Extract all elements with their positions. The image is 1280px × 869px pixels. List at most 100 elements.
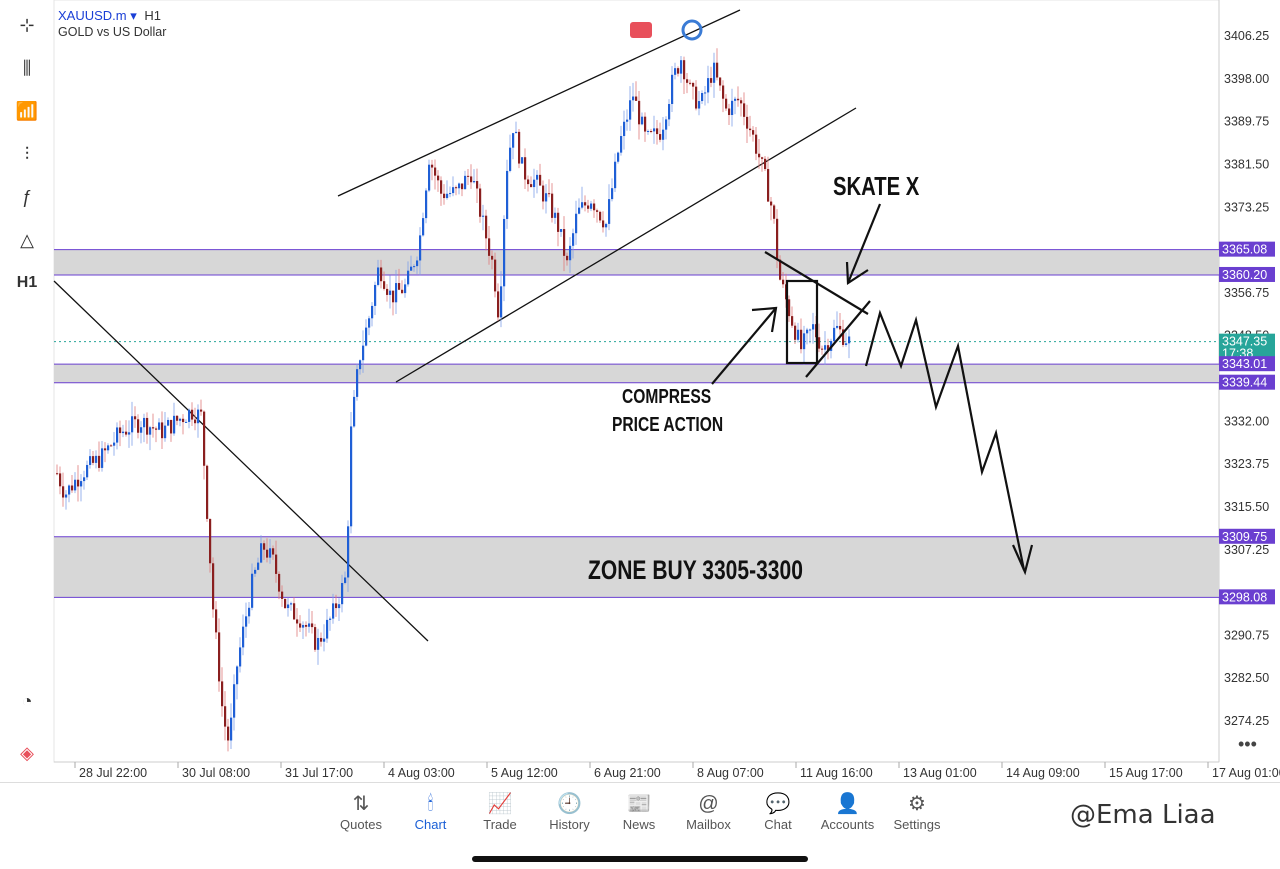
timeframe-label[interactable]: H1 <box>144 8 162 23</box>
candle-body <box>377 267 380 285</box>
indicators-icon[interactable]: 📶 <box>15 100 39 121</box>
candle-body <box>323 638 326 642</box>
symbol-header[interactable]: XAUUSD.m ▾ H1 <box>58 8 161 24</box>
candle-body <box>614 161 617 189</box>
candle-body <box>692 82 695 87</box>
candle-body <box>317 637 320 650</box>
sliders-icon[interactable]: ⫶ <box>24 143 30 164</box>
candle-body <box>524 157 527 180</box>
tab-chat[interactable]: 💬 Chat <box>743 791 813 832</box>
candle-body <box>578 207 581 214</box>
candle-body <box>584 202 587 206</box>
candle-body <box>146 417 149 435</box>
candle-body <box>638 100 641 125</box>
candle-body <box>104 448 107 451</box>
annotation-skate-x: SKATE X <box>833 172 920 201</box>
app-logo-icon[interactable]: ◈ <box>20 742 34 763</box>
tab-trade[interactable]: 📈 Trade <box>465 791 535 832</box>
candle-body <box>473 181 476 183</box>
candle-body <box>215 609 218 633</box>
candle-body <box>716 62 719 78</box>
candle-body <box>506 170 509 219</box>
function-icon[interactable]: ƒ <box>21 186 32 207</box>
signal-icon[interactable]: ◔ <box>21 690 33 711</box>
candle-body <box>191 409 194 420</box>
objects-icon[interactable]: △ <box>20 229 34 250</box>
y-tick-label: 3290.75 <box>1224 628 1269 642</box>
candle-body <box>440 180 443 194</box>
candle-body <box>443 193 446 199</box>
y-tick-label: 3274.25 <box>1224 714 1269 728</box>
candle-body <box>617 152 620 162</box>
x-tick-label: 13 Aug 01:00 <box>903 766 977 780</box>
crosshair-icon[interactable]: ⊹ <box>19 14 35 35</box>
candle-body <box>74 479 77 491</box>
candle-body <box>218 632 221 682</box>
symbol-name[interactable]: XAUUSD.m <box>58 8 127 23</box>
timeframe-label[interactable]: H1 <box>16 274 38 291</box>
candle-body <box>527 179 530 185</box>
candle-body <box>302 624 305 628</box>
candle-body <box>221 681 224 707</box>
candle-body <box>269 548 272 558</box>
tab-label: Settings <box>893 817 941 832</box>
tab-settings[interactable]: ⚙ Settings <box>882 791 952 832</box>
candle-body <box>395 283 398 303</box>
tab-accounts[interactable]: 👤 Accounts <box>813 791 883 832</box>
candle-body <box>242 626 245 648</box>
candle-body <box>731 100 734 116</box>
candle-body <box>344 577 347 584</box>
candle-body <box>548 193 551 195</box>
price-tag-label: 3343.01 <box>1222 357 1267 371</box>
price-tag-label: 3309.75 <box>1222 530 1267 544</box>
candle-body <box>119 427 122 434</box>
candle-body <box>461 183 464 190</box>
candle-body <box>65 494 68 498</box>
candle-body <box>701 93 704 102</box>
candle-body <box>365 327 368 346</box>
symbol-dropdown-icon[interactable]: ▾ <box>130 8 137 23</box>
candle-body <box>359 360 362 370</box>
candle-body <box>836 325 839 328</box>
y-tick-label: 3332.00 <box>1224 414 1269 428</box>
tab-quotes[interactable]: ⇅ Quotes <box>326 791 396 832</box>
candle-body <box>419 235 422 261</box>
candle-body <box>203 411 206 466</box>
candle-body <box>398 283 401 290</box>
candles-icon[interactable]: ⫼ <box>22 57 32 78</box>
annotation-zone-buy: ZONE BUY 3305-3300 <box>588 556 803 586</box>
x-tick-label: 6 Aug 21:00 <box>594 766 661 780</box>
candle-body <box>212 563 215 610</box>
candle-body <box>311 623 314 628</box>
candle-body <box>293 603 296 620</box>
candle-body <box>134 416 137 420</box>
candle-body <box>329 618 332 620</box>
x-tick-label: 11 Aug 16:00 <box>800 766 873 780</box>
candle-body <box>80 481 83 487</box>
tab-history[interactable]: 🕘 History <box>535 791 605 832</box>
price-tag-label: 3365.08 <box>1222 243 1267 257</box>
candle-body <box>137 419 140 433</box>
zone-band-0 <box>54 249 1219 275</box>
candle-body <box>116 427 119 443</box>
candle-body <box>674 68 677 75</box>
tab-chart[interactable]: 🕯 Chart <box>396 791 466 832</box>
tab-news[interactable]: 📰 News <box>604 791 674 832</box>
candle-body <box>719 77 722 86</box>
candle-body <box>155 428 158 430</box>
tab-mailbox[interactable]: @ Mailbox <box>674 791 744 832</box>
candle-body <box>602 220 605 228</box>
candle-body <box>224 706 227 727</box>
candle-body <box>539 174 542 186</box>
more-options-icon[interactable]: ••• <box>1238 734 1257 754</box>
candle-body <box>680 60 683 74</box>
candle-body <box>644 116 647 132</box>
candle-body <box>59 473 62 487</box>
candle-body <box>428 164 431 191</box>
x-tick-label: 15 Aug 17:00 <box>1109 766 1183 780</box>
candle-body <box>824 345 827 350</box>
candle-body <box>695 86 698 109</box>
candle-body <box>821 348 824 350</box>
candle-body <box>497 291 500 318</box>
